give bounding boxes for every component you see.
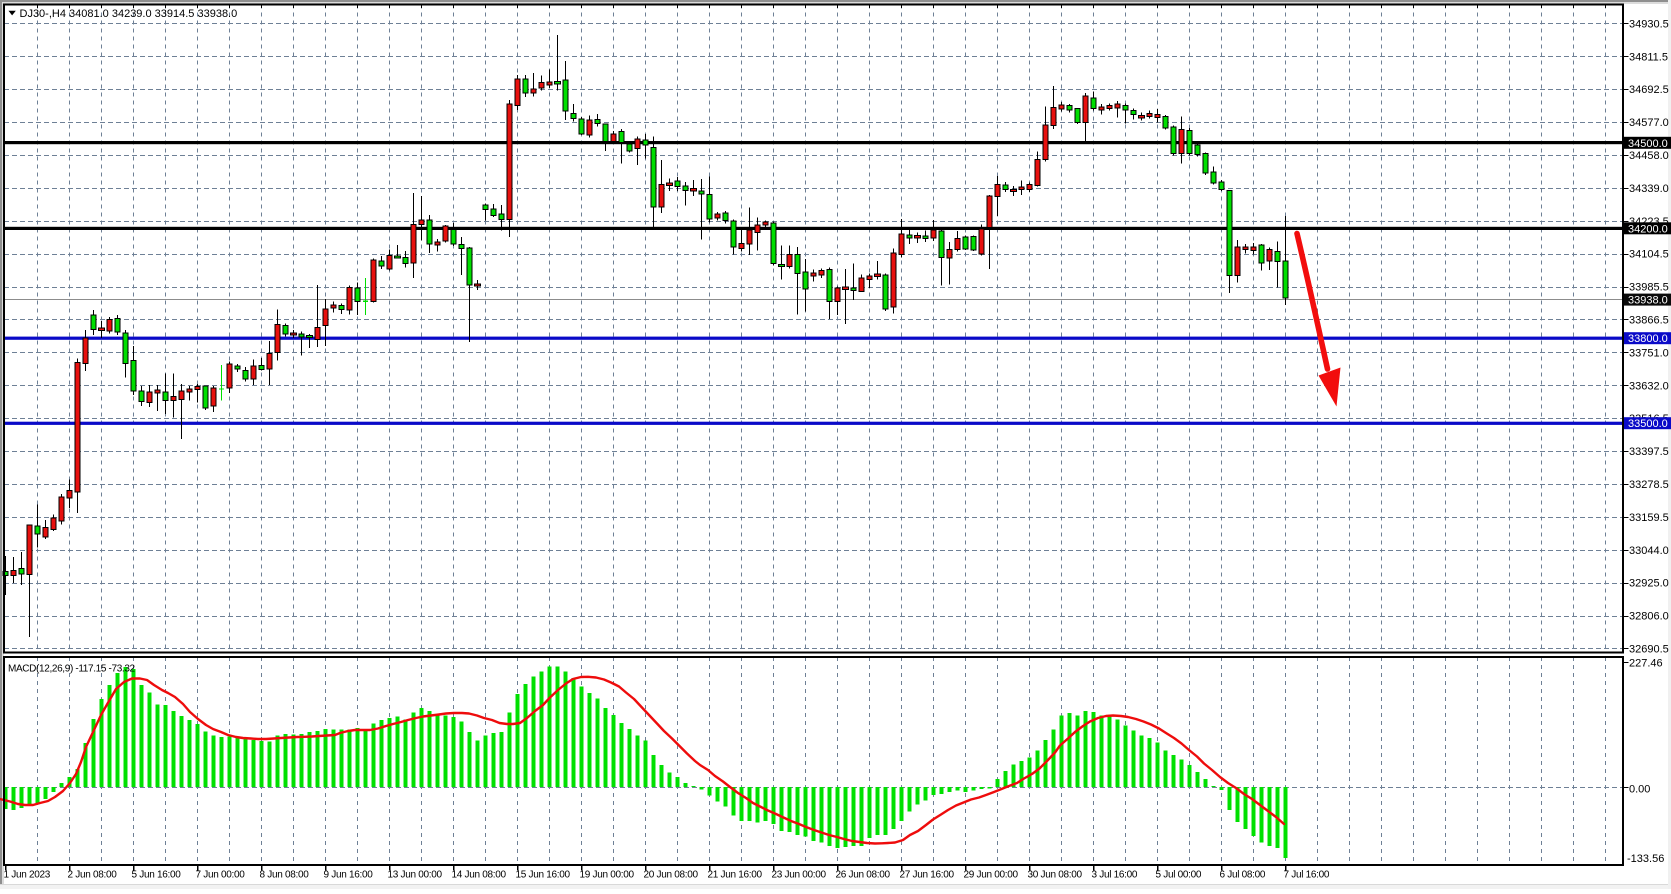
svg-text:14 Jun 08:00: 14 Jun 08:00 — [452, 870, 507, 881]
svg-text:33500.0: 33500.0 — [1628, 418, 1668, 430]
svg-text:23 Jun 00:00: 23 Jun 00:00 — [772, 870, 827, 881]
svg-text:33938.0: 33938.0 — [1628, 295, 1668, 307]
svg-text:3 Jul 16:00: 3 Jul 16:00 — [1092, 870, 1138, 881]
svg-text:33751.0: 33751.0 — [1629, 347, 1669, 359]
svg-text:29 Jun 00:00: 29 Jun 00:00 — [964, 870, 1019, 881]
svg-text:33632.0: 33632.0 — [1629, 380, 1669, 392]
svg-text:26 Jun 08:00: 26 Jun 08:00 — [836, 870, 891, 881]
svg-text:MACD(12,26,9) -117.15 -73.32: MACD(12,26,9) -117.15 -73.32 — [8, 664, 136, 675]
svg-text:33044.0: 33044.0 — [1629, 545, 1669, 557]
svg-text:21 Jun 16:00: 21 Jun 16:00 — [708, 870, 763, 881]
svg-text:32690.5: 32690.5 — [1629, 644, 1669, 656]
svg-text:34930.5: 34930.5 — [1629, 18, 1669, 30]
svg-text:7 Jun 00:00: 7 Jun 00:00 — [196, 870, 246, 881]
svg-text:33800.0: 33800.0 — [1628, 333, 1668, 345]
svg-text:34811.5: 34811.5 — [1629, 51, 1668, 63]
svg-text:33866.5: 33866.5 — [1629, 315, 1669, 327]
svg-text:5 Jun 16:00: 5 Jun 16:00 — [132, 870, 182, 881]
svg-text:34692.5: 34692.5 — [1629, 84, 1669, 96]
svg-text:227.46: 227.46 — [1629, 657, 1663, 669]
svg-text:-133.56: -133.56 — [1627, 853, 1664, 865]
svg-text:30 Jun 08:00: 30 Jun 08:00 — [1028, 870, 1083, 881]
svg-text:1 Jun 2023: 1 Jun 2023 — [4, 870, 51, 881]
svg-text:7 Jul 16:00: 7 Jul 16:00 — [1284, 870, 1330, 881]
svg-text:33985.5: 33985.5 — [1629, 282, 1669, 294]
svg-text:15 Jun 16:00: 15 Jun 16:00 — [516, 870, 571, 881]
svg-text:0.00: 0.00 — [1629, 784, 1650, 796]
svg-text:33278.5: 33278.5 — [1629, 479, 1669, 491]
svg-text:6 Jul 08:00: 6 Jul 08:00 — [1220, 870, 1266, 881]
svg-text:32925.0: 32925.0 — [1629, 578, 1669, 590]
svg-text:34339.0: 34339.0 — [1629, 183, 1669, 195]
svg-text:33397.5: 33397.5 — [1629, 446, 1669, 458]
svg-text:34200.0: 34200.0 — [1628, 223, 1668, 235]
svg-text:34577.0: 34577.0 — [1629, 117, 1669, 129]
svg-text:8 Jun 08:00: 8 Jun 08:00 — [260, 870, 310, 881]
svg-text:13 Jun 00:00: 13 Jun 00:00 — [388, 870, 443, 881]
svg-text:32806.0: 32806.0 — [1629, 611, 1669, 623]
svg-text:20 Jun 08:00: 20 Jun 08:00 — [644, 870, 699, 881]
svg-text:2 Jun 08:00: 2 Jun 08:00 — [68, 870, 118, 881]
svg-text:34458.0: 34458.0 — [1629, 150, 1669, 162]
svg-text:33159.5: 33159.5 — [1629, 512, 1669, 524]
svg-text:19 Jun 00:00: 19 Jun 00:00 — [580, 870, 635, 881]
svg-text:9 Jun 16:00: 9 Jun 16:00 — [324, 870, 374, 881]
svg-text:5 Jul 00:00: 5 Jul 00:00 — [1156, 870, 1202, 881]
svg-text:34500.0: 34500.0 — [1628, 138, 1668, 150]
svg-text:34104.5: 34104.5 — [1629, 249, 1669, 261]
svg-text:27 Jun 16:00: 27 Jun 16:00 — [900, 870, 955, 881]
svg-text:DJ30-,H4 34081.0 34239.0 33914: DJ30-,H4 34081.0 34239.0 33914.5 33938.0 — [20, 8, 238, 20]
